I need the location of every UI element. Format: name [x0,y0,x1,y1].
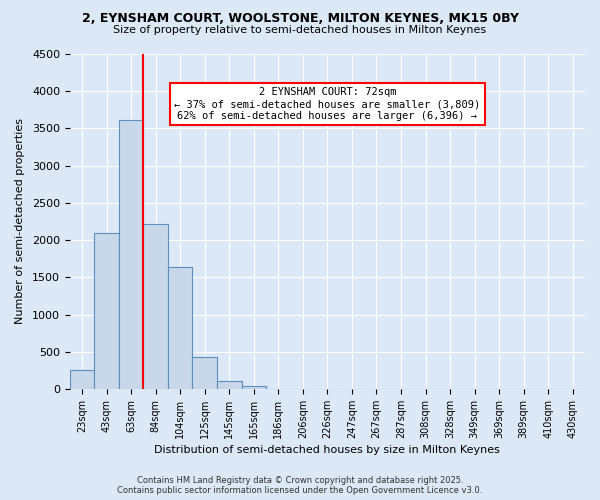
Bar [143,224,168,389]
Text: 2, EYNSHAM COURT, WOOLSTONE, MILTON KEYNES, MK15 0BY: 2, EYNSHAM COURT, WOOLSTONE, MILTON KEYN… [82,12,518,26]
Bar [242,386,266,389]
Bar [119,120,143,389]
Bar [70,370,94,389]
X-axis label: Distribution of semi-detached houses by size in Milton Keynes: Distribution of semi-detached houses by … [154,445,500,455]
Text: 2 EYNSHAM COURT: 72sqm
← 37% of semi-detached houses are smaller (3,809)
62% of : 2 EYNSHAM COURT: 72sqm ← 37% of semi-det… [174,88,481,120]
Bar [94,232,119,389]
Text: Size of property relative to semi-detached houses in Milton Keynes: Size of property relative to semi-detach… [113,25,487,35]
Y-axis label: Number of semi-detached properties: Number of semi-detached properties [15,118,25,324]
Bar [217,381,242,389]
Bar [168,267,193,389]
Text: Contains HM Land Registry data © Crown copyright and database right 2025.
Contai: Contains HM Land Registry data © Crown c… [118,476,482,495]
Bar [193,357,217,389]
